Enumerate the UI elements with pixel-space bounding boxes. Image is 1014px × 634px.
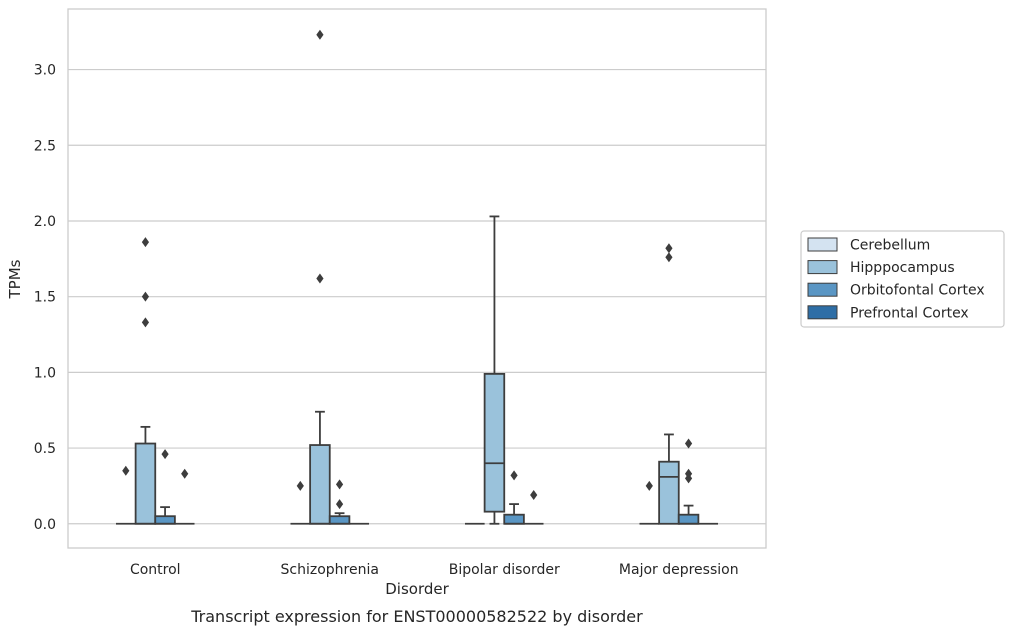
outlier-point (665, 243, 673, 254)
legend-label: Prefrontal Cortex (850, 305, 969, 321)
grid-lines (68, 68, 766, 525)
figure-caption: Transcript expression for ENST0000058252… (190, 607, 643, 626)
outlier-point (141, 317, 150, 328)
outlier-point (665, 252, 673, 263)
outlier-point (335, 479, 344, 490)
legend-swatch (807, 260, 838, 275)
outlier-point (645, 480, 653, 491)
box (658, 460, 680, 525)
legend-label: Hipppocampus (850, 260, 955, 276)
outlier-point (141, 237, 150, 248)
legend-swatch (807, 305, 838, 320)
box-group (154, 449, 176, 525)
box-group (483, 215, 506, 525)
x-tick-label: Major depression (619, 562, 739, 578)
y-tick-label: 1.0 (34, 365, 56, 381)
outlier-point (316, 273, 324, 284)
outlier-point (296, 480, 304, 491)
box (328, 515, 351, 525)
outlier-point (181, 468, 189, 479)
legend-label: Orbitofontal Cortex (850, 283, 985, 299)
y-tick-label: 3.0 (34, 63, 56, 79)
legend-label: Cerebellum (850, 238, 930, 254)
box-group (328, 479, 351, 525)
x-axis-ticks: Control Schizophrenia Bipolar disorder Majo… (130, 562, 739, 578)
x-tick-label: Bipolar disorder (449, 562, 560, 578)
box-group (309, 29, 331, 525)
legend-swatch (807, 237, 838, 252)
outlier-point (122, 465, 130, 476)
box (134, 442, 157, 525)
outlier-point (530, 490, 538, 501)
box-group (290, 480, 311, 525)
y-tick-label: 0.0 (34, 517, 56, 533)
box (154, 515, 176, 525)
y-tick-label: 2.5 (34, 138, 56, 154)
outlier-point (684, 438, 693, 449)
legend: Cerebellum Hipppocampus Orbitofontal Corte… (800, 230, 1005, 328)
y-axis-ticks: 0.0 0.5 1.0 1.5 2.0 2.5 3.0 (34, 63, 56, 533)
box-group (174, 468, 195, 525)
legend-box (800, 230, 1005, 328)
plot-frame (67, 8, 767, 549)
box (309, 444, 331, 525)
box (483, 372, 506, 513)
box-group (639, 480, 660, 525)
y-tick-label: 0.5 (34, 441, 56, 457)
box-plot-series (115, 29, 719, 525)
y-axis-label: TPMs (6, 259, 24, 299)
outlier-point (335, 499, 344, 510)
box-group (134, 237, 157, 525)
outlier-point (316, 29, 324, 40)
y-tick-label: 2.0 (34, 214, 56, 230)
box (677, 513, 700, 525)
box-group (115, 465, 136, 525)
y-tick-label: 1.5 (34, 290, 56, 306)
outlier-point (141, 291, 150, 302)
box-group (658, 243, 680, 525)
box (503, 513, 525, 525)
x-tick-label: Schizophrenia (281, 562, 379, 578)
x-axis-label: Disorder (385, 580, 449, 598)
box-group (677, 438, 700, 525)
outlier-point (684, 468, 693, 479)
box-group (523, 490, 544, 525)
box-group (503, 470, 525, 525)
outlier-point (161, 449, 169, 460)
x-tick-label: Control (130, 562, 181, 578)
outlier-point (510, 470, 518, 481)
legend-swatch (807, 282, 838, 297)
